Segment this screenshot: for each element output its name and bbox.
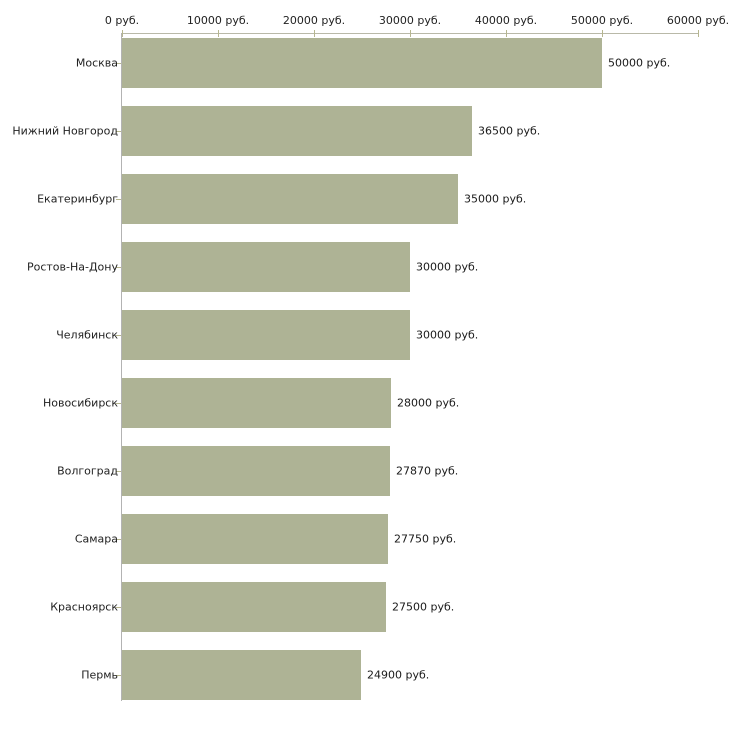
- x-axis-tick-label: 10000 руб.: [186, 14, 250, 27]
- x-axis-tick-label: 50000 руб.: [570, 14, 634, 27]
- bar[interactable]: [122, 106, 472, 156]
- y-axis-tick: [116, 675, 121, 676]
- y-axis-tick: [116, 267, 121, 268]
- x-axis-tick: [314, 30, 315, 37]
- y-axis-tick: [116, 607, 121, 608]
- y-axis-tick: [116, 471, 121, 472]
- y-axis-tick: [116, 63, 121, 64]
- bar-value-label: 30000 руб.: [416, 260, 479, 274]
- x-axis-tick: [602, 30, 603, 37]
- bar[interactable]: [122, 174, 458, 224]
- category-label: Ростов-На-Дону: [26, 260, 118, 274]
- x-axis-tick: [218, 30, 219, 37]
- x-axis-tick: [698, 30, 699, 37]
- bar-value-label: 28000 руб.: [397, 396, 460, 410]
- x-axis-tick-label: 20000 руб.: [282, 14, 346, 27]
- y-axis-tick: [116, 539, 121, 540]
- category-label: Челябинск: [56, 328, 118, 342]
- bar[interactable]: [122, 582, 386, 632]
- bar-value-label: 27500 руб.: [392, 600, 455, 614]
- y-axis-tick: [116, 199, 121, 200]
- bar-value-label: 30000 руб.: [416, 328, 479, 342]
- category-label: Москва: [75, 56, 118, 70]
- y-axis-line: [121, 33, 122, 701]
- bar-value-label: 24900 руб.: [367, 668, 430, 682]
- bar[interactable]: [122, 378, 391, 428]
- x-axis-tick-label: 0 руб.: [104, 14, 140, 27]
- bar-value-label: 27870 руб.: [396, 464, 459, 478]
- x-axis-tick: [122, 30, 123, 37]
- y-axis-tick: [116, 131, 121, 132]
- x-axis-tick-label: 30000 руб.: [378, 14, 442, 27]
- bar[interactable]: [122, 650, 361, 700]
- bar-value-label: 27750 руб.: [394, 532, 457, 546]
- category-label: Самара: [74, 532, 118, 546]
- category-label: Волгоград: [57, 464, 118, 478]
- x-axis-tick-label: 60000 руб.: [666, 14, 730, 27]
- category-label: Екатеринбург: [37, 192, 118, 206]
- x-axis-tick: [410, 30, 411, 37]
- category-label: Нижний Новгород: [12, 124, 118, 138]
- bar-value-label: 36500 руб.: [478, 124, 541, 138]
- bar[interactable]: [122, 242, 410, 292]
- bar[interactable]: [122, 514, 388, 564]
- bar-value-label: 50000 руб.: [608, 56, 671, 70]
- x-axis-tick: [506, 30, 507, 37]
- category-label: Пермь: [81, 668, 118, 682]
- bar[interactable]: [122, 446, 390, 496]
- bar-value-label: 35000 руб.: [464, 192, 527, 206]
- bar[interactable]: [122, 38, 602, 88]
- bar[interactable]: [122, 310, 410, 360]
- y-axis-tick: [116, 403, 121, 404]
- category-label: Красноярск: [50, 600, 118, 614]
- x-axis-tick-label: 40000 руб.: [474, 14, 538, 27]
- y-axis-tick: [116, 335, 121, 336]
- category-label: Новосибирск: [42, 396, 118, 410]
